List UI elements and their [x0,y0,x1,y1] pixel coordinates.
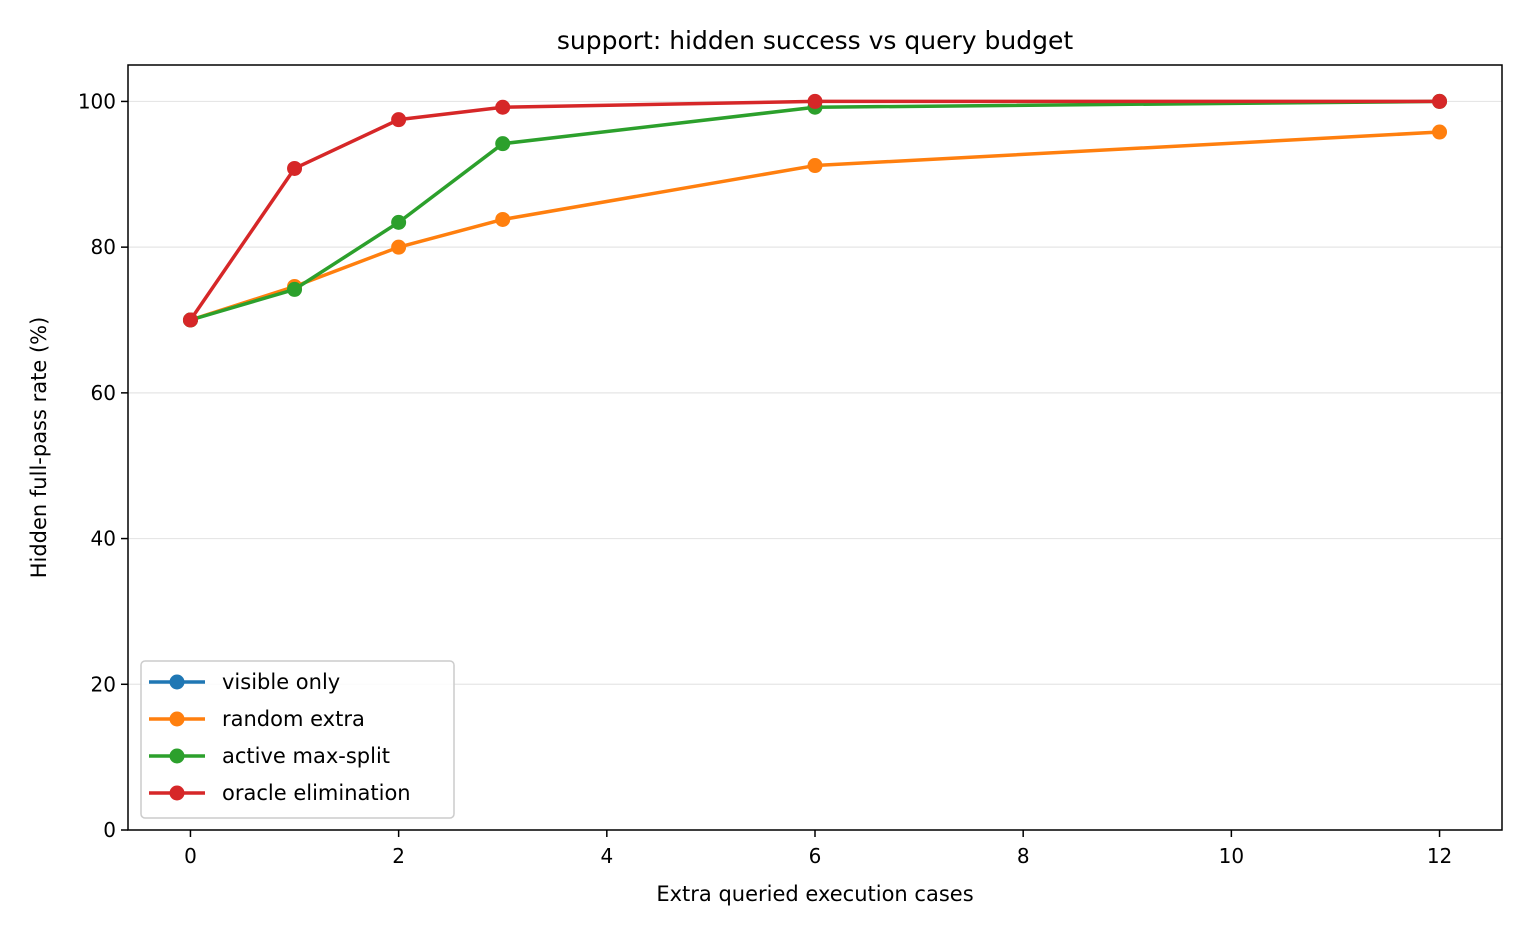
legend-item: oracle elimination [149,781,411,805]
chart-title: support: hidden success vs query budget [557,26,1074,55]
data-point [495,211,511,227]
legend-label: random extra [222,707,365,731]
legend-item: visible only [149,670,340,694]
series-1 [182,124,1448,328]
data-point [1432,93,1448,109]
legend-box [140,660,455,819]
x-tick-label: 6 [809,844,822,868]
series-lines [182,93,1448,328]
legend-item: active max-split [149,744,390,768]
legend: visible only random extra active max-split… [140,660,455,819]
x-tick-label: 2 [392,844,405,868]
legend-item: random extra [149,707,365,731]
data-point [495,99,511,115]
y-tick-label: 0 [103,818,116,842]
y-tick-label: 100 [78,89,116,113]
data-point [807,158,823,174]
data-point [391,112,407,128]
data-point [495,136,511,152]
series-line [189,99,1440,321]
legend-marker [169,748,185,764]
y-tick-label: 80 [91,235,116,259]
y-tick-label: 60 [91,381,116,405]
data-point [287,281,303,297]
x-tick-label: 10 [1219,844,1244,868]
y-tick-label: 40 [91,527,116,551]
data-point [807,93,823,109]
legend-marker [169,711,185,727]
x-tick-label: 0 [184,844,197,868]
series-3 [182,93,1448,328]
data-point [391,214,407,230]
data-point [1432,124,1448,140]
legend-label: active max-split [222,744,390,768]
data-point [182,312,198,328]
y-axis-label: Hidden full-pass rate (%) [27,317,51,579]
x-tick-label: 12 [1427,844,1452,868]
series-line [189,99,1440,322]
legend-label: visible only [222,670,340,694]
x-tick-label: 8 [1017,844,1030,868]
y-tick-label: 20 [91,672,116,696]
data-point [391,239,407,255]
legend-marker [169,674,185,690]
x-axis-label: Extra queried execution cases [656,882,973,906]
series-line [189,130,1440,322]
legend-marker [169,785,185,801]
legend-label: oracle elimination [222,781,411,805]
series-2 [182,93,1448,328]
axis-ticks: 0 20 40 60 80 100 0 2 4 6 8 10 12 [78,89,1452,868]
data-point [287,160,303,176]
x-tick-label: 4 [600,844,613,868]
